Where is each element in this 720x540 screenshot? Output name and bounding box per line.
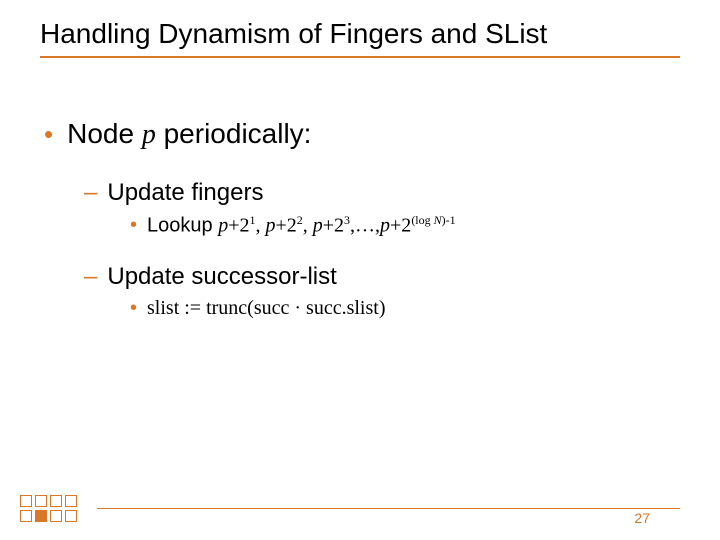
bullet-level3-1: • Lookup p+21, p+22, p+23,…,p+2(log N)-1	[130, 213, 680, 238]
sq-0	[20, 495, 32, 507]
t1p: +2	[228, 214, 249, 236]
t3p: +2	[323, 214, 344, 236]
l1-var: p	[142, 119, 156, 150]
bullet3-icon: •	[130, 297, 137, 320]
s2: ,	[303, 214, 313, 236]
footer: 27	[20, 495, 680, 522]
level2-text-1: Update fingers	[107, 179, 263, 207]
t4v: p	[380, 214, 390, 236]
t1v: p	[218, 214, 228, 236]
level1-text: Node p periodically:	[67, 118, 311, 151]
t3v: p	[313, 214, 323, 236]
bullet-level2-1: – Update fingers	[84, 179, 680, 207]
sq-4	[20, 510, 32, 522]
content-area: • Node p periodically: – Update fingers …	[40, 118, 680, 321]
t4e: (log N)-1	[411, 213, 455, 227]
level3-text-1: Lookup p+21, p+22, p+23,…,p+2(log N)-1	[147, 213, 456, 238]
dash-icon: –	[84, 179, 97, 207]
level3-text-2: slist := trunc(succ · succ.slist)	[147, 297, 385, 320]
bullet-level1: • Node p periodically:	[44, 118, 680, 151]
lookup-label: Lookup	[147, 214, 218, 236]
ell: ,…,	[350, 214, 380, 236]
bullet-icon: •	[44, 121, 53, 147]
l1-suffix: periodically:	[156, 118, 312, 149]
decorative-squares	[20, 495, 77, 522]
lev: N	[434, 213, 442, 227]
l1-prefix: Node	[67, 118, 142, 149]
sq-6	[50, 510, 62, 522]
sq-1	[35, 495, 47, 507]
t2p: +2	[275, 214, 296, 236]
sq-3	[65, 495, 77, 507]
dash-icon: –	[84, 263, 97, 291]
footer-rule	[97, 508, 680, 510]
t4p: +2	[390, 214, 411, 236]
lep: (log	[411, 213, 433, 227]
bullet-level3-2: • slist := trunc(succ · succ.slist)	[130, 297, 680, 320]
bullet3-icon: •	[130, 214, 137, 237]
t2v: p	[265, 214, 275, 236]
les: )-1	[442, 213, 456, 227]
sq-7	[65, 510, 77, 522]
sq-5	[35, 510, 47, 522]
slide-title: Handling Dynamism of Fingers and SList	[40, 18, 680, 50]
sq-2	[50, 495, 62, 507]
bullet-level2-2: – Update successor-list	[84, 263, 680, 291]
slide: Handling Dynamism of Fingers and SList •…	[0, 0, 720, 540]
title-rule	[40, 56, 680, 58]
page-number: 27	[634, 510, 650, 526]
s1: ,	[255, 214, 265, 236]
level2-text-2: Update successor-list	[107, 263, 336, 291]
